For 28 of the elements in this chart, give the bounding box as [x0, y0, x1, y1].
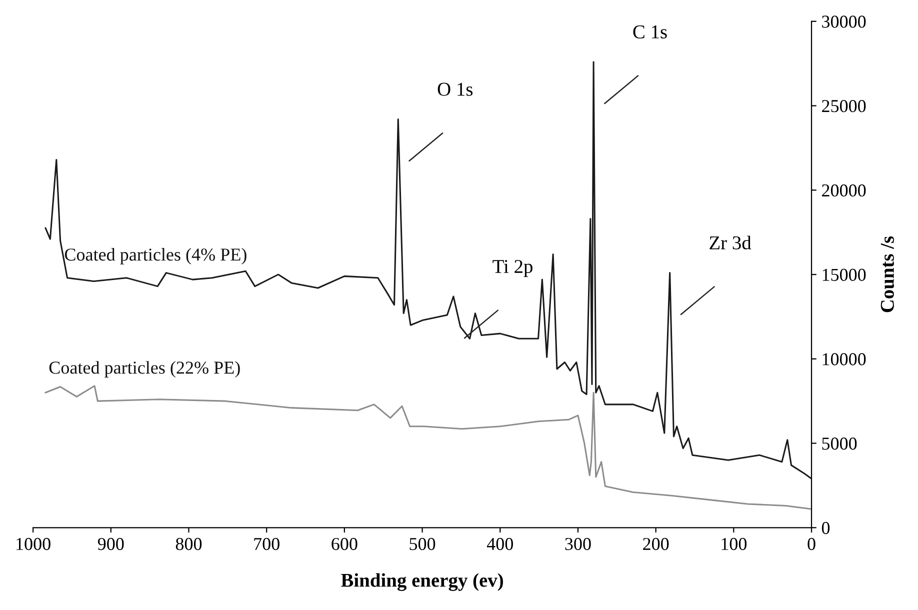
annotation: C 1s — [633, 25, 667, 38]
y-tick-label: 25000 — [822, 100, 866, 112]
x-tick-label: 800 — [176, 538, 202, 550]
x-tick-label: 300 — [565, 538, 591, 550]
line-series — [44, 385, 812, 510]
y-axis-title: Counts /s — [880, 236, 894, 312]
x-tick-label: 100 — [722, 538, 747, 550]
x-tick-label: 400 — [486, 538, 513, 550]
series-label: Coated particles (22% PE) — [49, 361, 240, 378]
annotation: O 1s — [438, 82, 473, 96]
y-tick-label: 5000 — [822, 438, 857, 450]
x-axis-title: Binding energy (ev) — [341, 573, 503, 591]
x-tick-label: 1000 — [16, 538, 50, 550]
y-tick-label: 20000 — [822, 184, 866, 197]
x-tick-label: 700 — [254, 538, 280, 550]
x-tick-label: 600 — [332, 538, 358, 550]
annotation: Zr 3d — [710, 236, 752, 250]
x-tick-label: 200 — [643, 538, 669, 550]
line-series — [44, 61, 812, 480]
y-tick-label: 15000 — [822, 268, 866, 281]
x-tick-label: 900 — [98, 538, 124, 550]
x-tick-label: 500 — [410, 538, 436, 550]
annotation: Ti 2p — [492, 260, 532, 277]
y-tick-label: 0 — [822, 522, 830, 534]
y-tick-label: 30000 — [822, 16, 866, 28]
x-tick-label: 0 — [808, 538, 816, 550]
series-label: Coated particles (4% PE) — [64, 248, 246, 264]
y-tick-label: 10000 — [822, 353, 866, 366]
